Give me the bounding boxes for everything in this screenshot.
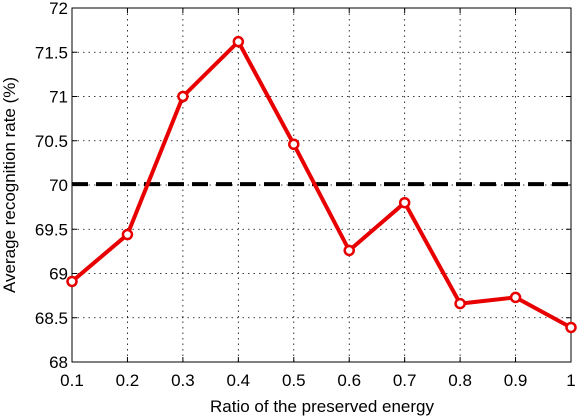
series-layer (66, 35, 577, 334)
x-tick-label: 0.9 (504, 371, 528, 390)
x-tick-label: 0.2 (116, 371, 140, 390)
x-tick-label: 0.8 (448, 371, 472, 390)
data-point (288, 138, 300, 151)
data-point (454, 297, 466, 310)
x-tick-label: 0.6 (337, 371, 361, 390)
data-point (232, 35, 245, 48)
series-line (70, 39, 573, 330)
x-axis-title: Ratio of the preserved energy (210, 397, 434, 416)
data-point (121, 228, 134, 241)
y-tick-label: 68 (49, 353, 68, 372)
x-tick-label: 0.5 (282, 371, 306, 390)
data-point (509, 291, 522, 304)
x-tick-label: 0.7 (393, 371, 417, 390)
data-point (66, 275, 78, 288)
tick-labels: 0.1 0.2 0.3 0.4 0.5 0.6 0.7 0.8 0.9 1 68 68.5 69 69.5… (35, 0, 576, 390)
data-point (177, 90, 189, 103)
y-tick-label: 72 (49, 0, 68, 18)
y-axis-title: Average recognition rate (%) (0, 77, 19, 293)
data-point (398, 196, 411, 209)
x-tick-label: 0.3 (171, 371, 195, 390)
data-point (343, 244, 355, 257)
data-point (565, 321, 577, 334)
y-tick-label: 71 (49, 88, 68, 107)
x-tick-label: 0.4 (227, 371, 251, 390)
y-tick-label: 69 (49, 265, 68, 284)
x-tick-label: 0.1 (60, 371, 84, 390)
y-tick-label: 71.5 (35, 43, 68, 62)
y-tick-label: 70.5 (35, 132, 68, 151)
axis-ticks (71, 7, 572, 363)
y-tick-label: 69.5 (35, 220, 68, 239)
x-tick-label: 1 (566, 371, 575, 390)
y-tick-label: 70 (49, 176, 68, 195)
y-tick-label: 68.5 (35, 309, 68, 328)
